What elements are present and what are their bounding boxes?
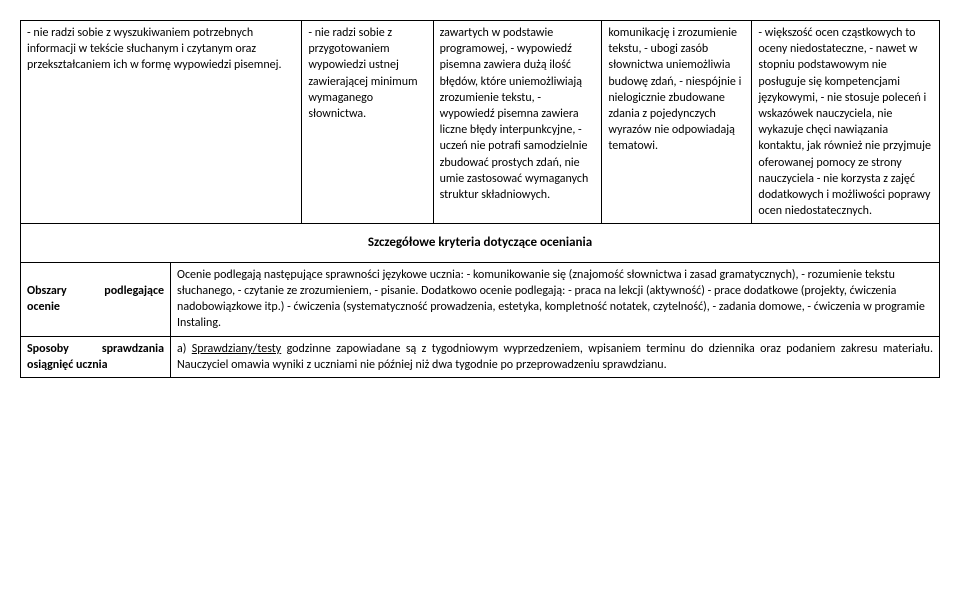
methods-rest: godzinne zapowiadane są z tygodniowym wy… [177, 342, 933, 372]
assessment-areas-label: Obszary podlegające ocenie [21, 262, 171, 336]
methods-underlined: Sprawdziany/testy [192, 342, 281, 356]
criteria-cell-1: - nie radzi sobie z wyszukiwaniem potrze… [21, 21, 302, 224]
assessment-methods-body: a) Sprawdziany/testy godzinne zapowiadan… [171, 336, 940, 377]
assessment-areas-row: Obszary podlegające ocenie Ocenie podleg… [21, 262, 940, 336]
criteria-cell-2: - nie radzi sobie z przygotowaniem wypow… [302, 21, 433, 224]
section-header-row: Szczegółowe kryteria dotyczące oceniania [21, 224, 940, 263]
criteria-cell-3: zawartych w podstawie programowej, - wyp… [433, 21, 602, 224]
section-header: Szczegółowe kryteria dotyczące oceniania [21, 224, 940, 263]
assessment-methods-row: Sposoby sprawdzania osiągnięć ucznia a) … [21, 336, 940, 377]
criteria-cell-4: komunikację i zrozumienie tekstu, - ubog… [602, 21, 752, 224]
assessment-areas-body: Ocenie podlegają następujące sprawności … [171, 262, 940, 336]
criteria-table: - nie radzi sobie z wyszukiwaniem potrze… [20, 20, 940, 378]
criteria-cell-5: - większość ocen cząstkowych to oceny ni… [752, 21, 940, 224]
assessment-methods-label: Sposoby sprawdzania osiągnięć ucznia [21, 336, 171, 377]
methods-prefix: a) [177, 342, 192, 356]
top-criteria-row: - nie radzi sobie z wyszukiwaniem potrze… [21, 21, 940, 224]
